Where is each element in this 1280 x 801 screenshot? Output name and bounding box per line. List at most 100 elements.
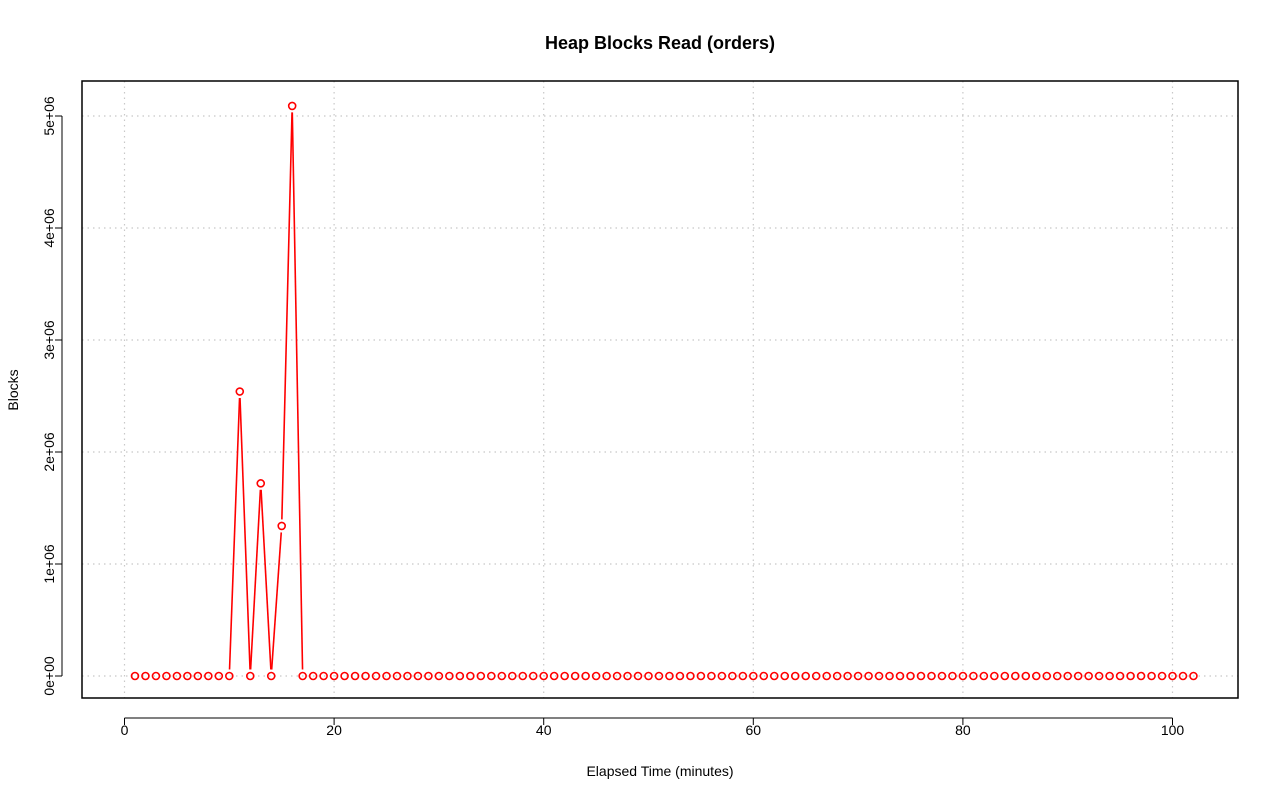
data-point — [382, 671, 391, 681]
data-point — [507, 671, 517, 681]
series-line-segment — [239, 397, 251, 670]
data-point — [832, 671, 842, 681]
data-point — [1157, 671, 1167, 681]
data-point — [1189, 671, 1198, 681]
x-tick-label: 20 — [326, 722, 342, 738]
data-point — [1042, 671, 1052, 681]
data-series — [130, 101, 1198, 681]
plot-frame — [81, 80, 1239, 699]
y-tick-label: 4e+06 — [41, 208, 57, 248]
data-point — [162, 671, 171, 681]
data-point — [581, 671, 590, 681]
data-point — [623, 671, 632, 681]
series-line-segment — [291, 112, 304, 670]
data-point — [990, 671, 999, 681]
data-point — [696, 671, 706, 681]
data-point — [1126, 671, 1135, 681]
data-point — [445, 671, 454, 681]
grid-lines — [82, 81, 1238, 698]
x-tick-label: 40 — [536, 722, 552, 738]
data-point — [570, 671, 580, 681]
x-axis: 0 20 40 60 80 100 — [121, 717, 1185, 738]
series-line-segment — [260, 489, 272, 670]
data-point — [1178, 671, 1188, 681]
data-point — [130, 671, 140, 681]
data-point — [298, 671, 307, 681]
data-point — [979, 671, 989, 681]
data-point — [717, 671, 727, 681]
data-point — [329, 671, 339, 681]
y-tick-label: 0e+00 — [41, 656, 57, 696]
data-point — [549, 671, 559, 681]
series-line-segment — [270, 532, 283, 670]
data-point — [822, 671, 831, 681]
data-point — [853, 671, 863, 681]
data-point — [266, 671, 276, 681]
data-point — [780, 671, 790, 681]
y-tick-label: 1e+06 — [41, 544, 57, 584]
data-point — [193, 671, 203, 681]
data-point — [801, 671, 811, 681]
data-point — [245, 671, 255, 681]
data-point — [1073, 671, 1083, 681]
data-point — [874, 671, 884, 681]
data-point — [612, 671, 622, 681]
series-line-segment — [281, 112, 293, 520]
data-point — [466, 671, 475, 681]
data-point — [1168, 671, 1177, 681]
data-point — [392, 671, 402, 681]
data-point — [1031, 671, 1041, 681]
data-point — [214, 671, 224, 681]
data-point — [172, 671, 182, 681]
data-point — [1136, 671, 1146, 681]
data-point — [319, 671, 328, 681]
data-point — [728, 671, 737, 681]
data-point — [916, 671, 926, 681]
data-point — [371, 671, 381, 681]
data-point — [1052, 671, 1062, 681]
data-point — [707, 671, 716, 681]
y-tick-label: 5e+06 — [41, 96, 57, 136]
chart-title: Heap Blocks Read (orders) — [545, 33, 775, 53]
data-point — [906, 671, 915, 681]
data-point — [864, 671, 873, 681]
data-point — [591, 671, 601, 681]
data-point — [738, 671, 748, 681]
data-point — [948, 671, 957, 681]
x-tick-label: 60 — [746, 722, 762, 738]
data-point — [225, 671, 234, 681]
data-point — [969, 671, 978, 681]
data-point — [539, 671, 549, 681]
data-point — [665, 671, 674, 681]
data-point — [1115, 671, 1125, 681]
data-point — [518, 671, 528, 681]
data-point — [476, 671, 486, 681]
data-point — [256, 479, 266, 488]
x-tick-label: 100 — [1161, 722, 1185, 738]
data-point — [811, 671, 821, 681]
data-point — [560, 671, 569, 681]
y-tick-label: 3e+06 — [41, 320, 57, 360]
data-point — [1000, 671, 1010, 681]
data-point — [308, 671, 318, 681]
data-point — [1105, 671, 1114, 681]
data-point — [1063, 671, 1072, 681]
data-point — [434, 671, 444, 681]
data-point — [151, 671, 161, 681]
data-point — [486, 671, 496, 681]
data-point — [748, 671, 758, 681]
data-point — [633, 671, 643, 681]
data-point — [204, 671, 213, 681]
data-point — [413, 671, 423, 681]
data-point — [1021, 671, 1031, 681]
data-point — [340, 671, 349, 681]
data-point — [654, 671, 664, 681]
data-point — [287, 101, 297, 111]
data-point — [528, 671, 538, 681]
series-line-segment — [228, 397, 241, 670]
data-point — [1010, 671, 1020, 681]
data-point — [424, 671, 433, 681]
data-point — [141, 671, 150, 681]
data-point — [885, 671, 894, 681]
data-point — [686, 671, 695, 681]
